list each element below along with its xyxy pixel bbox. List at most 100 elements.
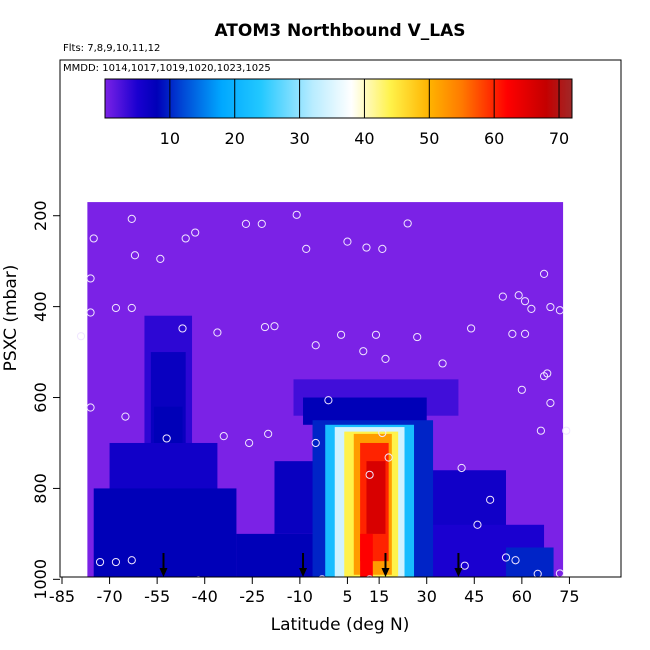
colorbar-tick-label: 60 <box>484 129 504 148</box>
y-axis: 200 400 600 800 1000 <box>31 200 60 600</box>
arrow-head <box>159 568 168 577</box>
sample-point <box>514 291 523 300</box>
x-tick-label: -40 <box>192 587 218 606</box>
colorbar-tick-label: 50 <box>419 129 439 148</box>
sample-point <box>86 403 95 412</box>
arrow-head <box>381 568 390 577</box>
sample-point <box>121 412 130 421</box>
sample-point <box>343 237 352 246</box>
sample-point <box>127 556 136 565</box>
sample-point <box>156 254 165 264</box>
sample-point <box>162 434 171 443</box>
sample-point <box>520 297 530 306</box>
colorbar-tick-label: 10 <box>160 129 180 148</box>
sample-point <box>181 234 190 243</box>
sample-point <box>536 426 545 435</box>
sample-point <box>76 332 86 341</box>
x-tick-label: 30 <box>417 587 437 606</box>
sample-point <box>438 359 447 368</box>
sample-point <box>511 556 520 565</box>
sample-point <box>473 520 482 529</box>
sample-point <box>520 329 530 338</box>
sample-point <box>562 426 571 435</box>
sample-point <box>270 322 279 331</box>
y-tick-label: 200 <box>31 200 50 231</box>
sample-point <box>178 324 187 333</box>
sample-point <box>213 328 222 337</box>
colorbar-ticks: 10 20 30 40 50 60 70 <box>160 79 569 148</box>
sample-point <box>384 453 393 462</box>
y-axis-label: PSXC (mbar) <box>1 265 21 372</box>
sample-point <box>86 308 95 317</box>
field-cell <box>360 533 373 577</box>
x-tick-label: 5 <box>342 587 352 606</box>
x-axis-label: Latitude (deg N) <box>271 615 410 635</box>
colorbar-tick-label: 40 <box>354 129 374 148</box>
sample-point <box>539 372 549 381</box>
sample-point <box>448 580 455 587</box>
x-tick-label: 60 <box>512 587 532 606</box>
sample-point <box>498 292 507 301</box>
y-tick-label: 400 <box>31 291 50 322</box>
sample-point <box>362 243 371 252</box>
sample-point <box>311 341 320 350</box>
x-tick-label: -85 <box>49 587 75 606</box>
chart-title: ATOM3 Northbound V_LAS <box>214 21 465 41</box>
sample-point <box>546 302 555 312</box>
sample-point <box>302 244 311 254</box>
dates-note: MMDD: 1014,1017,1019,1020,1023,1025 <box>63 63 271 74</box>
sample-point <box>95 557 105 567</box>
colorbar-gradient <box>104 78 573 119</box>
x-tick-label: 15 <box>369 587 389 606</box>
sample-point <box>241 219 251 229</box>
position-arrows <box>159 553 463 577</box>
x-tick-label: 75 <box>559 587 579 606</box>
sample-point <box>127 214 136 224</box>
sample-point <box>89 234 98 243</box>
colorbar-tick-label: 20 <box>225 129 245 148</box>
sample-point <box>378 428 387 438</box>
sample-point <box>245 438 254 448</box>
sample-point <box>219 432 228 441</box>
y-tick-label: 800 <box>31 473 50 504</box>
sample-point <box>413 332 422 342</box>
sample-point <box>257 219 266 229</box>
sample-point <box>555 306 565 315</box>
sample-point <box>546 398 555 408</box>
x-tick-label: -55 <box>144 587 170 606</box>
field-cell <box>93 488 237 577</box>
sample-point <box>359 347 368 356</box>
sample-point <box>127 303 136 313</box>
sample-point <box>195 576 201 577</box>
sample-point <box>501 553 511 562</box>
colorbar-tick-label: 30 <box>289 129 309 148</box>
sample-point <box>379 578 386 585</box>
sample-point <box>111 303 121 313</box>
sample-point <box>292 210 301 219</box>
sample-point <box>457 463 466 473</box>
field-cell <box>506 547 554 577</box>
x-axis: -85 -70 -55 -40 -25 -10 5 15 30 45 60 75 <box>49 577 580 606</box>
y-tick-label: 600 <box>31 382 50 413</box>
sample-point <box>111 557 121 567</box>
sample-point <box>486 495 495 504</box>
sample-point <box>366 575 374 577</box>
arrow-head <box>454 568 463 577</box>
sample-point <box>324 396 333 405</box>
sample-point <box>395 576 401 577</box>
y-tick-label: 1000 <box>31 559 50 600</box>
sample-point <box>86 274 95 283</box>
heatmap-field <box>87 202 564 577</box>
flights-note: Flts: 7,8,9,10,11,12 <box>63 43 160 54</box>
sample-point <box>539 269 549 279</box>
x-tick-label: -70 <box>97 587 123 606</box>
sample-point <box>130 251 140 260</box>
sample-point <box>467 324 476 333</box>
sample-point <box>378 244 387 254</box>
x-tick-label: -10 <box>287 587 313 606</box>
sample-point <box>527 304 536 313</box>
sample-points <box>76 210 571 587</box>
colorbar <box>104 78 573 119</box>
field-cell <box>366 461 386 534</box>
